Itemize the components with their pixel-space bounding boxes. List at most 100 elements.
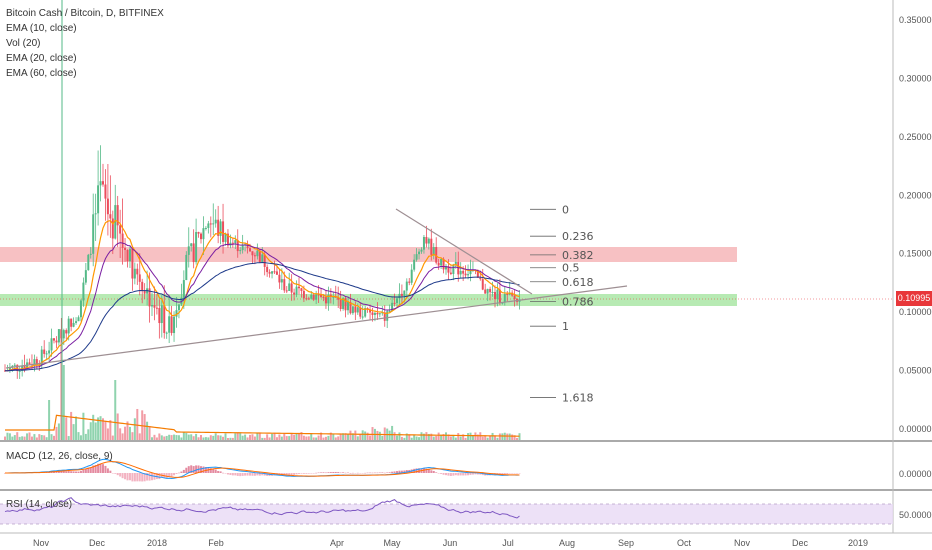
candle-body — [322, 296, 325, 298]
candle-body — [381, 312, 384, 314]
volume-bar — [275, 437, 278, 440]
ema60-line — [4, 262, 520, 372]
candle-body — [261, 254, 264, 263]
candle-body — [479, 277, 482, 280]
candle-body — [43, 349, 46, 354]
volume-bar — [158, 433, 161, 440]
volume-bar — [317, 435, 320, 440]
volume-bar — [77, 432, 80, 440]
candle-body — [114, 205, 117, 239]
volume-bar — [43, 435, 46, 440]
candle-body — [278, 274, 281, 283]
macd-hist-bar — [195, 465, 198, 473]
candle-body — [386, 311, 389, 321]
candle-body — [77, 317, 80, 322]
macd-hist-bar — [168, 473, 171, 477]
volume-bar — [253, 436, 256, 440]
macd-label[interactable]: MACD (12, 26, close, 9) — [6, 451, 113, 462]
candle-body — [501, 302, 504, 304]
macd-hist-bar — [354, 473, 357, 474]
vol-legend[interactable]: Vol (20) — [6, 38, 41, 49]
volume-bar — [381, 435, 384, 440]
volume-bar — [60, 330, 63, 440]
candle-body — [239, 250, 242, 252]
volume-bar — [285, 436, 288, 440]
volume-bar — [200, 435, 202, 440]
candle-body — [354, 306, 357, 313]
macd-hist-bar — [437, 473, 440, 474]
descending-trendline[interactable] — [395, 208, 533, 295]
macd-hist-bar — [229, 473, 232, 476]
candle-body — [217, 219, 220, 236]
macd-hist-bar — [285, 473, 288, 476]
ema10-legend[interactable]: EMA (10, close) — [6, 23, 77, 34]
candle-body — [396, 298, 398, 303]
time-tick-label: Apr — [330, 538, 344, 548]
volume-bar — [175, 435, 178, 440]
volume-bar — [239, 432, 242, 440]
candle-body — [427, 238, 430, 244]
volume-bar — [6, 432, 9, 440]
fib-level-label: 0.5 — [562, 262, 580, 275]
candle-body — [141, 281, 144, 292]
candle-body — [231, 242, 234, 244]
volume-bar — [192, 436, 195, 440]
ascending-trendline[interactable] — [5, 285, 628, 369]
candle-body — [40, 349, 43, 366]
candle-body — [339, 299, 342, 309]
candle-body — [126, 249, 129, 262]
macd-hist-bar — [258, 473, 261, 476]
candle-body — [195, 232, 198, 263]
volume-bar — [469, 432, 472, 440]
macd-hist-bar — [334, 471, 337, 473]
volume-bar — [366, 432, 369, 440]
macd-pane[interactable] — [4, 458, 521, 482]
volume-bar — [464, 437, 467, 440]
time-axis[interactable]: Nov Dec 2018 Feb Apr May Jun Jul Aug Sep Oct Nov Dec… — [33, 538, 868, 548]
candle-body — [459, 270, 462, 275]
volume-bar — [219, 435, 222, 440]
fib-level-label: 0.382 — [562, 249, 594, 262]
volume-bar — [351, 433, 354, 440]
time-tick-label: 2018 — [147, 538, 167, 548]
support-zone[interactable] — [0, 294, 737, 306]
macd-hist-bar — [114, 473, 117, 474]
fib-level-label: 0.618 — [562, 276, 594, 289]
candle-body — [413, 259, 416, 270]
macd-hist-bar — [104, 465, 107, 473]
ema60-legend[interactable]: EMA (60, close) — [6, 68, 77, 79]
volume-bar — [195, 433, 198, 440]
macd-hist-bar — [425, 468, 428, 473]
macd-hist-bar — [327, 472, 330, 473]
price-tick-label: 0.00000 — [899, 424, 932, 434]
volume-bar — [290, 433, 293, 440]
macd-hist-bar — [351, 472, 354, 474]
macd-hist-bar — [476, 473, 479, 475]
candle-body — [268, 272, 271, 274]
macd-hist-bar — [501, 473, 504, 475]
macd-hist-bar — [467, 473, 470, 476]
candle-body — [94, 213, 97, 215]
ema20-legend[interactable]: EMA (20, close) — [6, 53, 77, 64]
candle-body — [109, 214, 112, 219]
time-tick-label: Feb — [208, 538, 224, 548]
volume-bar — [415, 436, 418, 440]
resistance-zone[interactable] — [0, 247, 737, 262]
candle-body — [92, 214, 95, 254]
symbol-title[interactable]: Bitcoin Cash / Bitcoin, D, BITFINEX — [6, 8, 164, 19]
candle-body — [415, 254, 418, 260]
volume-bar — [72, 424, 75, 440]
price-axis[interactable]: 0.35000 0.30000 0.25000 0.20000 0.15000 0.100… — [899, 15, 932, 434]
candle-body — [79, 300, 82, 318]
rsi-pane[interactable] — [0, 497, 893, 525]
candle-body — [442, 258, 445, 270]
macd-hist-bar — [158, 473, 161, 480]
rsi-label[interactable]: RSI (14, close) — [6, 499, 73, 510]
candle-body — [249, 248, 251, 252]
volume-bar — [106, 428, 109, 440]
macd-hist-bar — [440, 473, 443, 474]
candle-body — [388, 310, 391, 312]
